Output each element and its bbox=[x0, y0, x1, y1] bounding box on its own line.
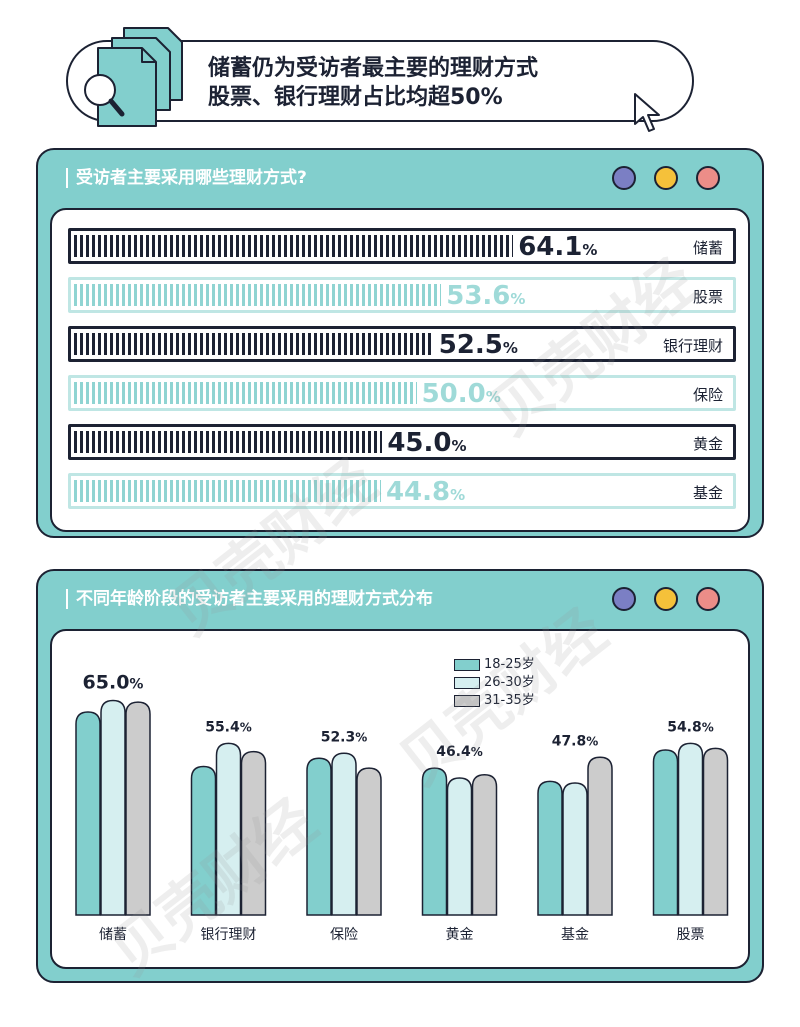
hbar-fill bbox=[74, 235, 514, 257]
method-bar-chart: 64.1% 储蓄 53.6% 股票 52.5% 银行理财 50.0% 保险 45.0% 黄金 44.… bbox=[50, 208, 750, 532]
bar-value-annotation: 46.4% bbox=[436, 744, 483, 760]
hbar-value-label: 45.0% bbox=[387, 428, 467, 458]
window-dot-yellow bbox=[654, 166, 678, 190]
hbar-row: 64.1% 储蓄 bbox=[68, 228, 736, 264]
legend-swatch bbox=[454, 658, 480, 671]
hbar-row: 50.0% 保险 bbox=[68, 375, 736, 411]
window-dot-purple bbox=[612, 166, 636, 190]
hbar-fill bbox=[74, 284, 442, 306]
hbar-category-label: 基金 bbox=[692, 484, 723, 502]
method-panel-title: 受访者主要采用哪些理财方式? bbox=[66, 168, 307, 188]
window-dot-red bbox=[696, 587, 720, 611]
hbar-row: 44.8% 基金 bbox=[68, 473, 736, 509]
hbar-row: 45.0% 黄金 bbox=[68, 424, 736, 460]
legend-swatch bbox=[454, 694, 480, 707]
bar-18-25岁 bbox=[537, 780, 563, 916]
bar-18-25岁 bbox=[306, 757, 332, 916]
hbar-category-label: 保险 bbox=[692, 386, 723, 404]
age-panel-title: 不同年龄阶段的受访者主要采用的理财方式分布 bbox=[66, 589, 433, 609]
bar-value-annotation: 54.8% bbox=[667, 719, 714, 735]
bar-18-25岁 bbox=[190, 765, 217, 916]
bar-26-30岁 bbox=[446, 777, 473, 916]
legend-label: 26-30岁 bbox=[484, 675, 535, 690]
cursor-arrow-icon bbox=[634, 93, 660, 132]
category-axis-label: 储蓄 bbox=[99, 927, 127, 943]
category-axis-label: 黄金 bbox=[446, 926, 474, 943]
legend-label: 31-35岁 bbox=[484, 693, 535, 708]
hbar-fill bbox=[74, 431, 383, 453]
hbar-value-label: 50.0% bbox=[421, 379, 501, 409]
bar-26-30岁 bbox=[100, 699, 126, 916]
bar-31-35岁 bbox=[471, 773, 498, 916]
hbar-category-label: 银行理财 bbox=[662, 337, 723, 355]
hbar-row: 53.6% 股票 bbox=[68, 277, 736, 313]
hbar-value-label: 52.5% bbox=[438, 330, 518, 360]
page-title: 储蓄仍为受访者最主要的理财方式 股票、银行理财占比均超50% bbox=[208, 54, 648, 112]
category-axis-label: 基金 bbox=[561, 926, 589, 943]
legend-item: 18-25岁 bbox=[454, 653, 535, 672]
window-dot-red bbox=[696, 166, 720, 190]
age-chart-container: 65.0% 储蓄 55.4% 银行理财 52.3% 保险 46.4% 黄金 47.8% 基金 54.… bbox=[50, 629, 750, 969]
legend-swatch bbox=[454, 676, 480, 689]
bar-31-35岁 bbox=[587, 756, 613, 916]
bar-26-30岁 bbox=[331, 752, 357, 916]
hbar-value-label: 53.6% bbox=[446, 281, 526, 311]
hbar-value-label: 64.1% bbox=[518, 232, 598, 262]
bar-value-annotation: 65.0% bbox=[83, 672, 144, 694]
bar-26-30岁 bbox=[677, 742, 704, 916]
bar-31-35岁 bbox=[356, 767, 382, 916]
bar-31-35岁 bbox=[125, 701, 151, 916]
bar-18-25岁 bbox=[75, 711, 101, 916]
title-line-1: 储蓄仍为受访者最主要的理财方式 bbox=[208, 56, 539, 81]
hbar-value-label: 44.8% bbox=[385, 477, 466, 507]
hbar-category-label: 储蓄 bbox=[692, 239, 723, 257]
hbar-fill bbox=[74, 333, 434, 355]
hbar-category-label: 黄金 bbox=[692, 435, 723, 453]
age-grouped-bar-chart: 65.0% 储蓄 55.4% 银行理财 52.3% 保险 46.4% 黄金 47.8% 基金 54.… bbox=[75, 672, 729, 943]
window-dot-yellow bbox=[654, 587, 678, 611]
bar-26-30岁 bbox=[215, 742, 242, 916]
bar-value-annotation: 47.8% bbox=[552, 733, 599, 749]
hbar-category-label: 股票 bbox=[692, 288, 723, 306]
document-search-icon bbox=[84, 27, 183, 127]
bar-value-annotation: 52.3% bbox=[321, 729, 368, 745]
method-panel: 受访者主要采用哪些理财方式? 64.1% 储蓄 53.6% 股票 52.5% 银行理财 50… bbox=[36, 148, 764, 538]
hbar-row: 52.5% 银行理财 bbox=[68, 326, 736, 362]
hbar-fill bbox=[74, 480, 381, 502]
bar-value-annotation: 55.4% bbox=[205, 719, 252, 735]
title-line-2: 股票、银行理财占比均超50% bbox=[208, 85, 503, 110]
bar-18-25岁 bbox=[421, 767, 448, 916]
legend-item: 26-30岁 bbox=[454, 671, 535, 690]
bar-31-35岁 bbox=[240, 750, 267, 916]
bar-26-30岁 bbox=[562, 782, 588, 916]
bar-31-35岁 bbox=[702, 747, 729, 916]
hbar-fill bbox=[74, 382, 417, 404]
bar-18-25岁 bbox=[652, 749, 679, 916]
category-axis-label: 股票 bbox=[677, 927, 705, 943]
category-axis-label: 保险 bbox=[330, 927, 358, 943]
legend-label: 18-25岁 bbox=[484, 657, 535, 672]
window-dot-purple bbox=[612, 587, 636, 611]
age-panel: 不同年龄阶段的受访者主要采用的理财方式分布 65.0% 储蓄 55.4% 银行理财 52… bbox=[36, 569, 764, 983]
category-axis-label: 银行理财 bbox=[201, 927, 257, 943]
legend-item: 31-35岁 bbox=[454, 689, 535, 708]
